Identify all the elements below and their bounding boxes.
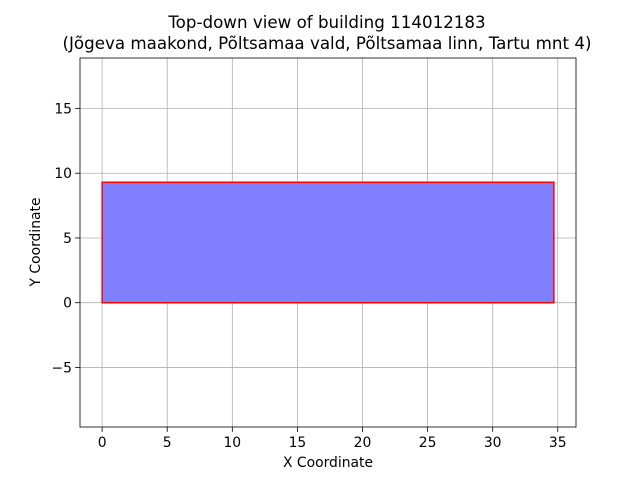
y-tick-label: −5	[52, 360, 72, 376]
x-tick-label: 15	[289, 435, 307, 451]
building-polygon	[101, 181, 555, 304]
x-tick-label: 35	[549, 435, 567, 451]
chart-title-line-1: Top-down view of building 114012183	[167, 12, 485, 32]
ticks: 0 5 10 15 20 25 30 35 −5 0 5 10 15	[52, 101, 567, 451]
x-tick-label: 30	[484, 435, 502, 451]
x-tick-label: 10	[223, 435, 241, 451]
chart-title-line-2: (Jõgeva maakond, Põltsamaa vald, Põltsam…	[63, 33, 592, 53]
y-axis-label: Y Coordinate	[28, 197, 44, 287]
x-tick-label: 5	[163, 435, 172, 451]
plot-frame	[79, 57, 577, 428]
y-tick-label: 5	[63, 231, 72, 247]
x-tick-label: 25	[419, 435, 437, 451]
x-axis-label: X Coordinate	[283, 455, 373, 471]
y-tick-label: 0	[63, 296, 72, 312]
building-footprint	[101, 181, 555, 304]
y-tick-label: 10	[54, 166, 72, 182]
y-tick-label: 15	[54, 101, 72, 117]
x-tick-label: 20	[354, 435, 372, 451]
x-tick-label: 0	[98, 435, 107, 451]
